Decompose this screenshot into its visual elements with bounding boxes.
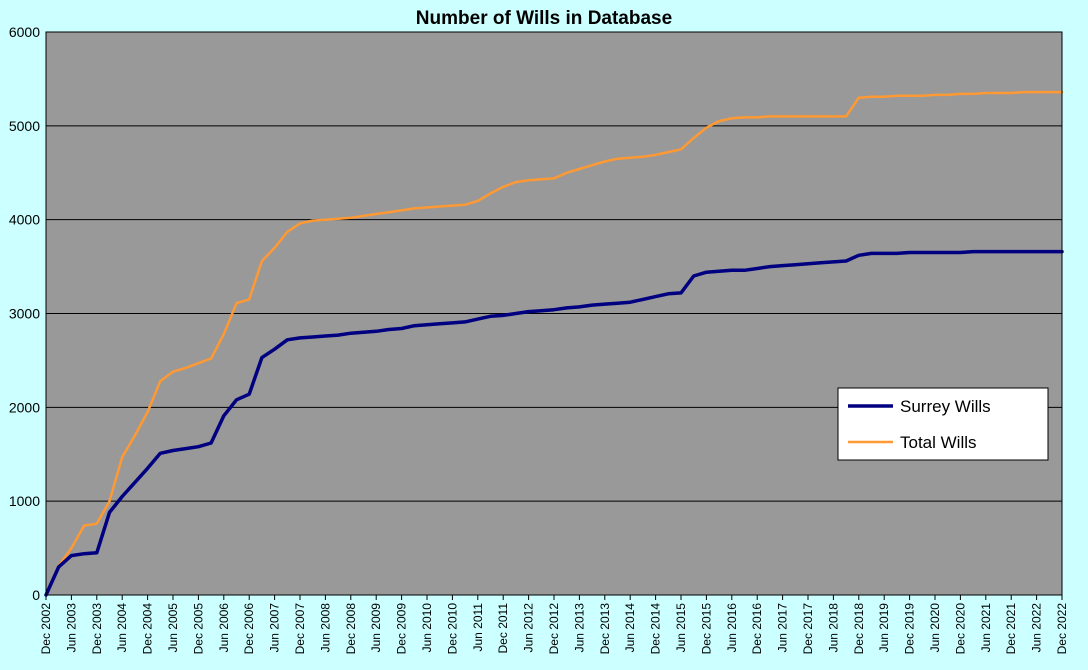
- x-tick-label: Jun 2004: [115, 603, 129, 653]
- x-tick-label: Jun 2007: [268, 603, 282, 653]
- x-tick-label: Jun 2011: [471, 603, 485, 652]
- x-tick-label: Jun 2021: [979, 603, 993, 653]
- y-tick-label: 4000: [9, 212, 40, 228]
- x-tick-label: Jun 2013: [572, 603, 586, 653]
- x-tick-label: Dec 2009: [395, 603, 409, 655]
- legend-label: Total Wills: [900, 433, 977, 452]
- x-tick-label: Jun 2003: [64, 603, 78, 653]
- x-tick-label: Dec 2019: [903, 603, 917, 655]
- x-tick-label: Jun 2016: [725, 603, 739, 653]
- x-tick-label: Dec 2021: [1004, 603, 1018, 655]
- x-tick-label: Dec 2012: [547, 603, 561, 655]
- y-tick-label: 3000: [9, 306, 40, 322]
- x-tick-label: Dec 2010: [445, 603, 459, 655]
- x-tick-label: Jun 2018: [826, 603, 840, 653]
- chart-container: Number of Wills in Database 010002000300…: [0, 0, 1088, 670]
- x-tick-label: Jun 2020: [928, 603, 942, 653]
- x-tick-label: Dec 2015: [699, 603, 713, 655]
- x-tick-label: Jun 2005: [166, 603, 180, 653]
- y-tick-label: 1000: [9, 493, 40, 509]
- x-tick-label: Dec 2017: [801, 603, 815, 655]
- x-tick-label: Dec 2013: [598, 603, 612, 655]
- x-tick-label: Dec 2006: [242, 603, 256, 655]
- x-tick-label: Dec 2011: [496, 603, 510, 654]
- x-tick-label: Jun 2019: [877, 603, 891, 653]
- y-tick-label: 5000: [9, 118, 40, 134]
- x-tick-label: Dec 2005: [191, 603, 205, 655]
- x-tick-label: Jun 2014: [623, 603, 637, 653]
- x-tick-label: Jun 2006: [217, 603, 231, 653]
- x-tick-label: Dec 2018: [852, 603, 866, 655]
- x-tick-label: Dec 2004: [141, 603, 155, 655]
- legend-label: Surrey Wills: [900, 397, 991, 416]
- x-tick-label: Jun 2009: [369, 603, 383, 653]
- x-tick-label: Dec 2022: [1055, 603, 1069, 655]
- chart-title: Number of Wills in Database: [0, 8, 1088, 30]
- y-tick-label: 0: [32, 587, 40, 603]
- x-tick-label: Jun 2008: [318, 603, 332, 653]
- x-tick-label: Dec 2002: [39, 603, 53, 655]
- chart-svg: 0100020003000400050006000Dec 2002Jun 200…: [0, 0, 1088, 670]
- x-tick-label: Dec 2014: [649, 603, 663, 655]
- x-tick-label: Dec 2008: [344, 603, 358, 655]
- x-tick-label: Dec 2020: [953, 603, 967, 655]
- x-tick-label: Jun 2015: [674, 603, 688, 653]
- x-tick-label: Dec 2007: [293, 603, 307, 655]
- x-tick-label: Jun 2010: [420, 603, 434, 653]
- x-tick-label: Dec 2003: [90, 603, 104, 655]
- y-tick-label: 2000: [9, 399, 40, 415]
- x-tick-label: Jun 2022: [1030, 603, 1044, 653]
- x-tick-label: Jun 2017: [776, 603, 790, 653]
- x-tick-label: Dec 2016: [750, 603, 764, 655]
- x-tick-label: Jun 2012: [522, 603, 536, 653]
